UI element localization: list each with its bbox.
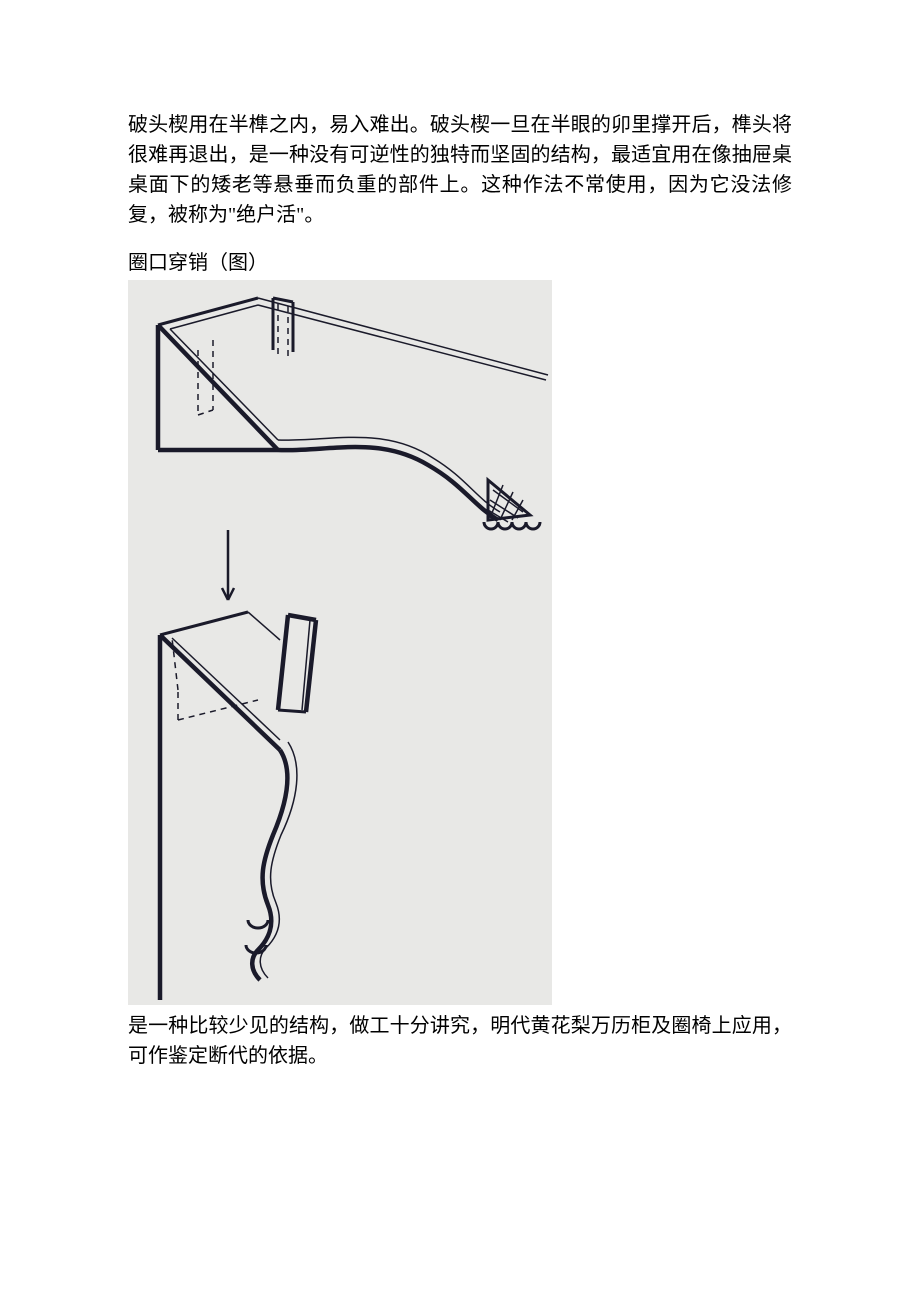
diagram-svg xyxy=(128,280,552,1005)
document-page: 破头楔用在半榫之内，易入难出。破头楔一旦在半眼的卯里撑开后，榫头将很难再退出，是… xyxy=(0,0,920,1149)
figure-caption: 圈口穿销（图） xyxy=(128,248,792,278)
joinery-diagram xyxy=(128,280,552,1005)
closing-paragraph: 是一种比较少见的结构，做工十分讲究，明代黄花梨万历柜及圈椅上应用，可作鉴定断代的… xyxy=(128,1011,792,1071)
intro-paragraph: 破头楔用在半榫之内，易入难出。破头楔一旦在半眼的卯里撑开后，榫头将很难再退出，是… xyxy=(128,110,792,230)
